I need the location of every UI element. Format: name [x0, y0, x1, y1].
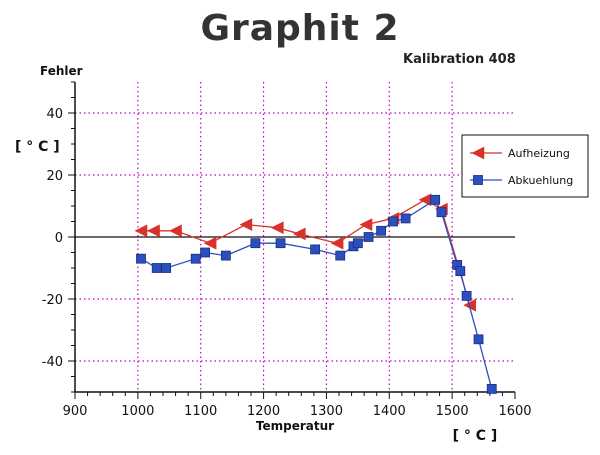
data-point-aufheizung [292, 227, 306, 241]
x-tick-label: 1000 [121, 404, 154, 419]
x-tick-label: 1100 [184, 404, 217, 419]
data-point-abkuehlung [363, 232, 374, 242]
x-tick-label: 1200 [247, 404, 280, 419]
data-point-abkuehlung [430, 194, 441, 205]
data-point-abkuehlung [220, 250, 231, 261]
data-point-abkuehlung [455, 266, 466, 277]
chart-subtitle: Kalibration 408 [403, 52, 516, 67]
data-point-abkuehlung [161, 263, 172, 273]
data-point-abkuehlung [388, 216, 398, 227]
data-point-aufheizung [330, 236, 344, 250]
data-point-abkuehlung [151, 263, 162, 273]
data-point-abkuehlung [310, 244, 321, 255]
x-tick-label: 1400 [373, 404, 406, 419]
data-point-aufheizung [169, 224, 182, 238]
data-point-abkuehlung [335, 250, 346, 261]
data-point-abkuehlung [461, 290, 472, 301]
series-line-abkuehlung [140, 198, 493, 390]
legend-marker-aufheizung [471, 146, 485, 160]
data-point-aufheizung [203, 236, 217, 250]
x-axis-unit: [ ° C ] [453, 428, 498, 444]
data-point-aufheizung [134, 224, 148, 238]
series-line-aufheizung [141, 199, 471, 306]
chart-title: Graphit 2 [200, 8, 400, 49]
legend-box [461, 134, 589, 198]
y-axis-label: Fehler [40, 64, 83, 78]
y-tick-label: 40 [46, 107, 63, 122]
y-tick-label: -20 [42, 293, 63, 308]
data-point-abkuehlung [400, 213, 411, 224]
data-point-aufheizung [147, 224, 160, 238]
data-point-abkuehlung [473, 334, 484, 345]
x-tick-label: 1300 [310, 404, 343, 419]
y-axis-unit: [ ° C ] [15, 139, 60, 155]
data-point-abkuehlung [436, 207, 447, 218]
data-point-abkuehlung [136, 253, 146, 264]
y-tick-label: -40 [42, 355, 63, 370]
legend-marker-abkuehlung [473, 175, 483, 185]
data-point-abkuehlung [376, 225, 387, 236]
data-point-aufheizung [359, 218, 373, 232]
data-point-aufheizung [270, 221, 284, 235]
data-point-abkuehlung [250, 238, 261, 249]
x-tick-label: 900 [63, 404, 88, 419]
y-tick-label: 20 [46, 169, 63, 184]
legend-label-aufheizung: Aufheizung [508, 147, 570, 160]
x-axis-label: Temperatur [256, 419, 334, 433]
data-point-aufheizung [239, 218, 253, 232]
y-tick-label: 0 [55, 231, 63, 246]
data-point-abkuehlung [190, 253, 201, 264]
x-tick-label: 1500 [436, 404, 469, 419]
data-point-abkuehlung [486, 383, 497, 394]
x-tick-label: 1600 [498, 404, 531, 419]
data-point-abkuehlung [200, 247, 211, 258]
data-point-abkuehlung [352, 238, 363, 249]
data-point-abkuehlung [275, 238, 286, 249]
legend-label-abkuehlung: Abkuehlung [508, 174, 573, 187]
